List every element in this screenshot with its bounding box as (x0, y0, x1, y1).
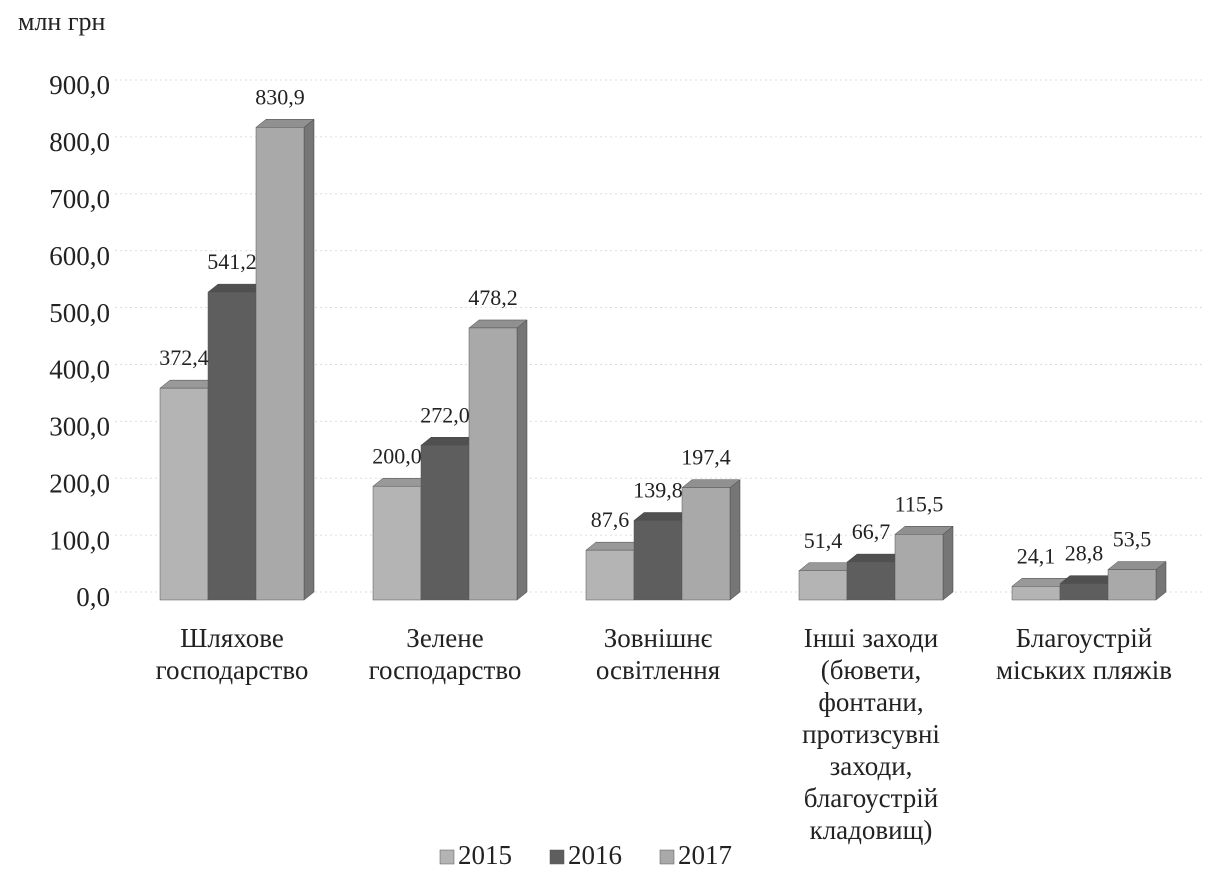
bar (468, 319, 528, 601)
bar-top (894, 526, 954, 535)
bar-side (729, 479, 741, 601)
bar-front (207, 291, 257, 601)
bar (894, 525, 954, 601)
legend-swatch (439, 849, 455, 865)
data-label: 272,0 (420, 402, 470, 427)
data-label: 24,1 (1017, 543, 1056, 568)
bar-front (1107, 569, 1157, 601)
bar-side (516, 319, 528, 601)
x-tick-label: Інші заходи (бювети, фонтани, протизсувн… (802, 623, 940, 845)
bar-front (468, 327, 518, 601)
data-label: 139,8 (633, 478, 683, 503)
bar-front (798, 570, 848, 601)
x-tick-label: Зелене господарство (368, 623, 522, 685)
data-label: 87,6 (591, 507, 630, 532)
bar (1107, 561, 1167, 601)
x-tick-label: Благоустрій міських пляжів (996, 623, 1172, 685)
bar-front (633, 520, 683, 601)
data-label: 197,4 (681, 445, 731, 470)
bar (681, 479, 741, 601)
bar-top (255, 119, 315, 128)
data-label: 541,2 (207, 249, 257, 274)
bar-front (846, 561, 896, 601)
y-tick-label: 300,0 (49, 412, 110, 442)
bar-side (942, 525, 954, 601)
y-tick-label: 500,0 (49, 298, 110, 328)
data-label: 372,4 (159, 345, 209, 370)
y-tick-label: 900,0 (49, 70, 110, 100)
data-label: 830,9 (255, 84, 305, 109)
legend-label: 2015 (458, 840, 512, 870)
x-tick-label: Зовнішнє освітлення (595, 623, 721, 685)
legend-label: 2017 (678, 840, 732, 870)
data-label: 51,4 (804, 528, 843, 553)
data-label: 115,5 (895, 491, 944, 516)
bar (255, 118, 315, 601)
bar-front (681, 487, 731, 601)
y-tick-label: 400,0 (49, 355, 110, 385)
bar-side (303, 118, 315, 601)
bar-front (420, 445, 470, 601)
legend-swatch (549, 849, 565, 865)
bar (159, 379, 219, 601)
bar-front (1011, 586, 1061, 601)
y-tick-label: 100,0 (49, 525, 110, 555)
x-tick-label: Шляхове господарство (155, 623, 309, 685)
bar-front (585, 549, 635, 601)
y-tick-label: 800,0 (49, 127, 110, 157)
y-tick-label: 700,0 (49, 184, 110, 214)
bar-front (255, 127, 305, 601)
bar-top (681, 479, 741, 488)
legend-label: 2016 (568, 840, 622, 870)
y-tick-label: 600,0 (49, 241, 110, 271)
bar-front (894, 534, 944, 601)
y-tick-label: 200,0 (49, 468, 110, 498)
bar-top (468, 319, 528, 329)
bar-front (1059, 583, 1109, 601)
y-tick-label: 0,0 (76, 582, 110, 612)
data-label: 478,2 (468, 285, 518, 310)
data-label: 66,7 (852, 519, 891, 544)
legend-swatch (659, 849, 675, 865)
y-axis-label: млн грн (18, 7, 106, 36)
bar-top (1107, 561, 1167, 570)
data-label: 200,0 (372, 443, 422, 468)
data-label: 53,5 (1113, 527, 1152, 552)
bar-front (372, 485, 422, 601)
data-label: 28,8 (1065, 541, 1104, 566)
bar-front (159, 387, 209, 601)
